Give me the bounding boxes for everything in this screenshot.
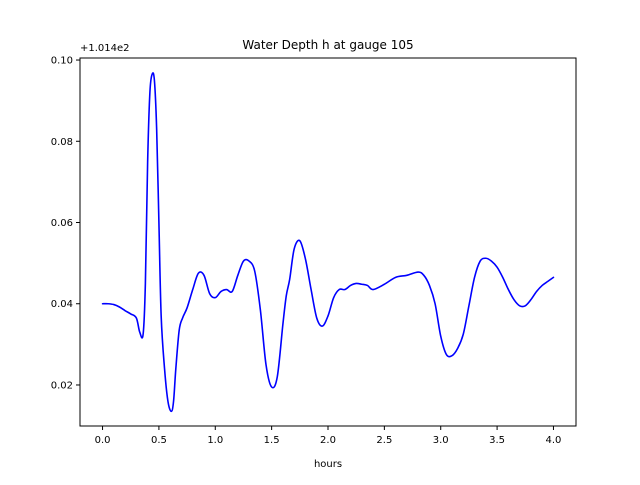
x-tick-label: 1.5: [264, 435, 280, 446]
y-tick-label: 0.08: [51, 137, 73, 148]
y-axis-offset-label: +1.014e2: [80, 43, 130, 54]
y-tick-label: 0.06: [51, 218, 73, 229]
y-axis-ticks: 0.02 0.04 0.06 0.08 0.10: [51, 56, 80, 391]
x-tick-label: 0.0: [95, 435, 111, 446]
x-tick-label: 3.5: [489, 435, 505, 446]
x-tick-label: 2.5: [376, 435, 392, 446]
series-line: [101, 72, 555, 413]
x-tick-label: 4.0: [546, 435, 562, 446]
x-tick-label: 3.0: [433, 435, 449, 446]
chart-title: Water Depth h at gauge 105: [242, 38, 413, 52]
x-tick-label: 2.0: [320, 435, 336, 446]
plot-frame: [79, 57, 577, 427]
y-tick-label: 0.02: [51, 380, 73, 391]
y-tick-label: 0.04: [51, 299, 73, 310]
x-axis-label: hours: [314, 459, 342, 470]
y-tick-label: 0.10: [51, 56, 73, 67]
x-tick-label: 1.0: [207, 435, 223, 446]
x-tick-label: 0.5: [151, 435, 167, 446]
x-axis-ticks: 0.0 0.5 1.0 1.5 2.0 2.5 3.0 3.5 4.0: [95, 426, 562, 446]
